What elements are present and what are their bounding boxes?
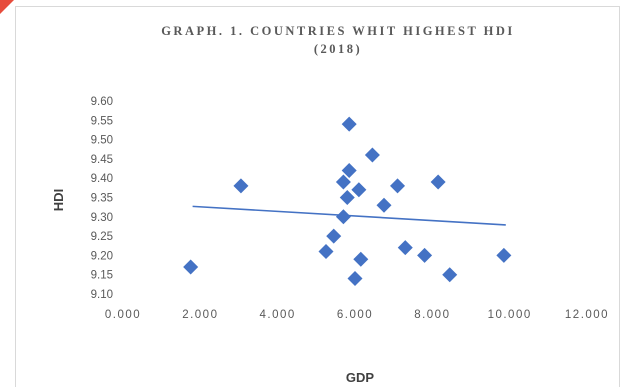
x-tick-label: 2.000 — [182, 309, 218, 321]
data-point — [430, 174, 446, 190]
data-point — [335, 174, 351, 190]
x-tick-label: 0.000 — [105, 309, 141, 321]
data-point — [341, 116, 357, 132]
data-point — [364, 147, 380, 163]
data-point — [326, 228, 342, 244]
y-tick-label: 9.55 — [91, 115, 113, 127]
data-point — [376, 197, 392, 213]
x-tick-label: 10.000 — [488, 309, 532, 321]
data-point — [496, 247, 512, 263]
data-point — [339, 190, 355, 205]
data-point — [353, 251, 369, 267]
data-point — [417, 247, 433, 263]
y-tick-label: 9.35 — [91, 193, 113, 205]
x-axis-title: GDP — [346, 370, 375, 385]
data-point — [335, 209, 351, 225]
data-point — [390, 178, 406, 194]
y-tick-label: 9.45 — [91, 154, 113, 166]
data-point — [233, 178, 249, 194]
data-point — [351, 182, 367, 198]
x-axis-ticks: 0.000 2.000 4.000 6.000 8.000 10.000 12.000 — [105, 309, 609, 321]
x-tick-label: 6.000 — [337, 309, 373, 321]
corner-mark — [0, 0, 14, 14]
data-point — [318, 244, 334, 260]
data-point — [183, 259, 199, 275]
y-tick-label: 9.15 — [91, 270, 113, 282]
data-point — [397, 240, 413, 256]
x-tick-label: 4.000 — [260, 309, 296, 321]
x-tick-label: 12.000 — [565, 309, 609, 321]
y-axis-ticks: 9.10 9.15 9.20 9.25 9.30 9.35 9.40 9.45 9.50 9.55… — [91, 96, 113, 301]
data-point — [442, 267, 458, 283]
y-tick-label: 9.25 — [91, 231, 113, 243]
data-point — [341, 162, 357, 178]
chart-frame — [15, 6, 620, 387]
y-tick-label: 9.10 — [91, 289, 113, 301]
y-tick-label: 9.20 — [91, 250, 113, 262]
chart-title-line-2: (2018) — [314, 42, 362, 56]
chart-title-line-1: GRAPH. 1. COUNTRIES WHIT HIGHEST HDI — [161, 24, 515, 38]
y-tick-label: 9.50 — [91, 135, 113, 147]
data-points — [183, 116, 512, 287]
y-tick-label: 9.60 — [91, 96, 113, 108]
data-point — [347, 271, 363, 287]
y-tick-label: 9.40 — [91, 173, 113, 185]
y-tick-label: 9.30 — [91, 212, 113, 224]
y-axis-title: HDI — [51, 189, 66, 211]
x-tick-label: 8.000 — [414, 309, 450, 321]
